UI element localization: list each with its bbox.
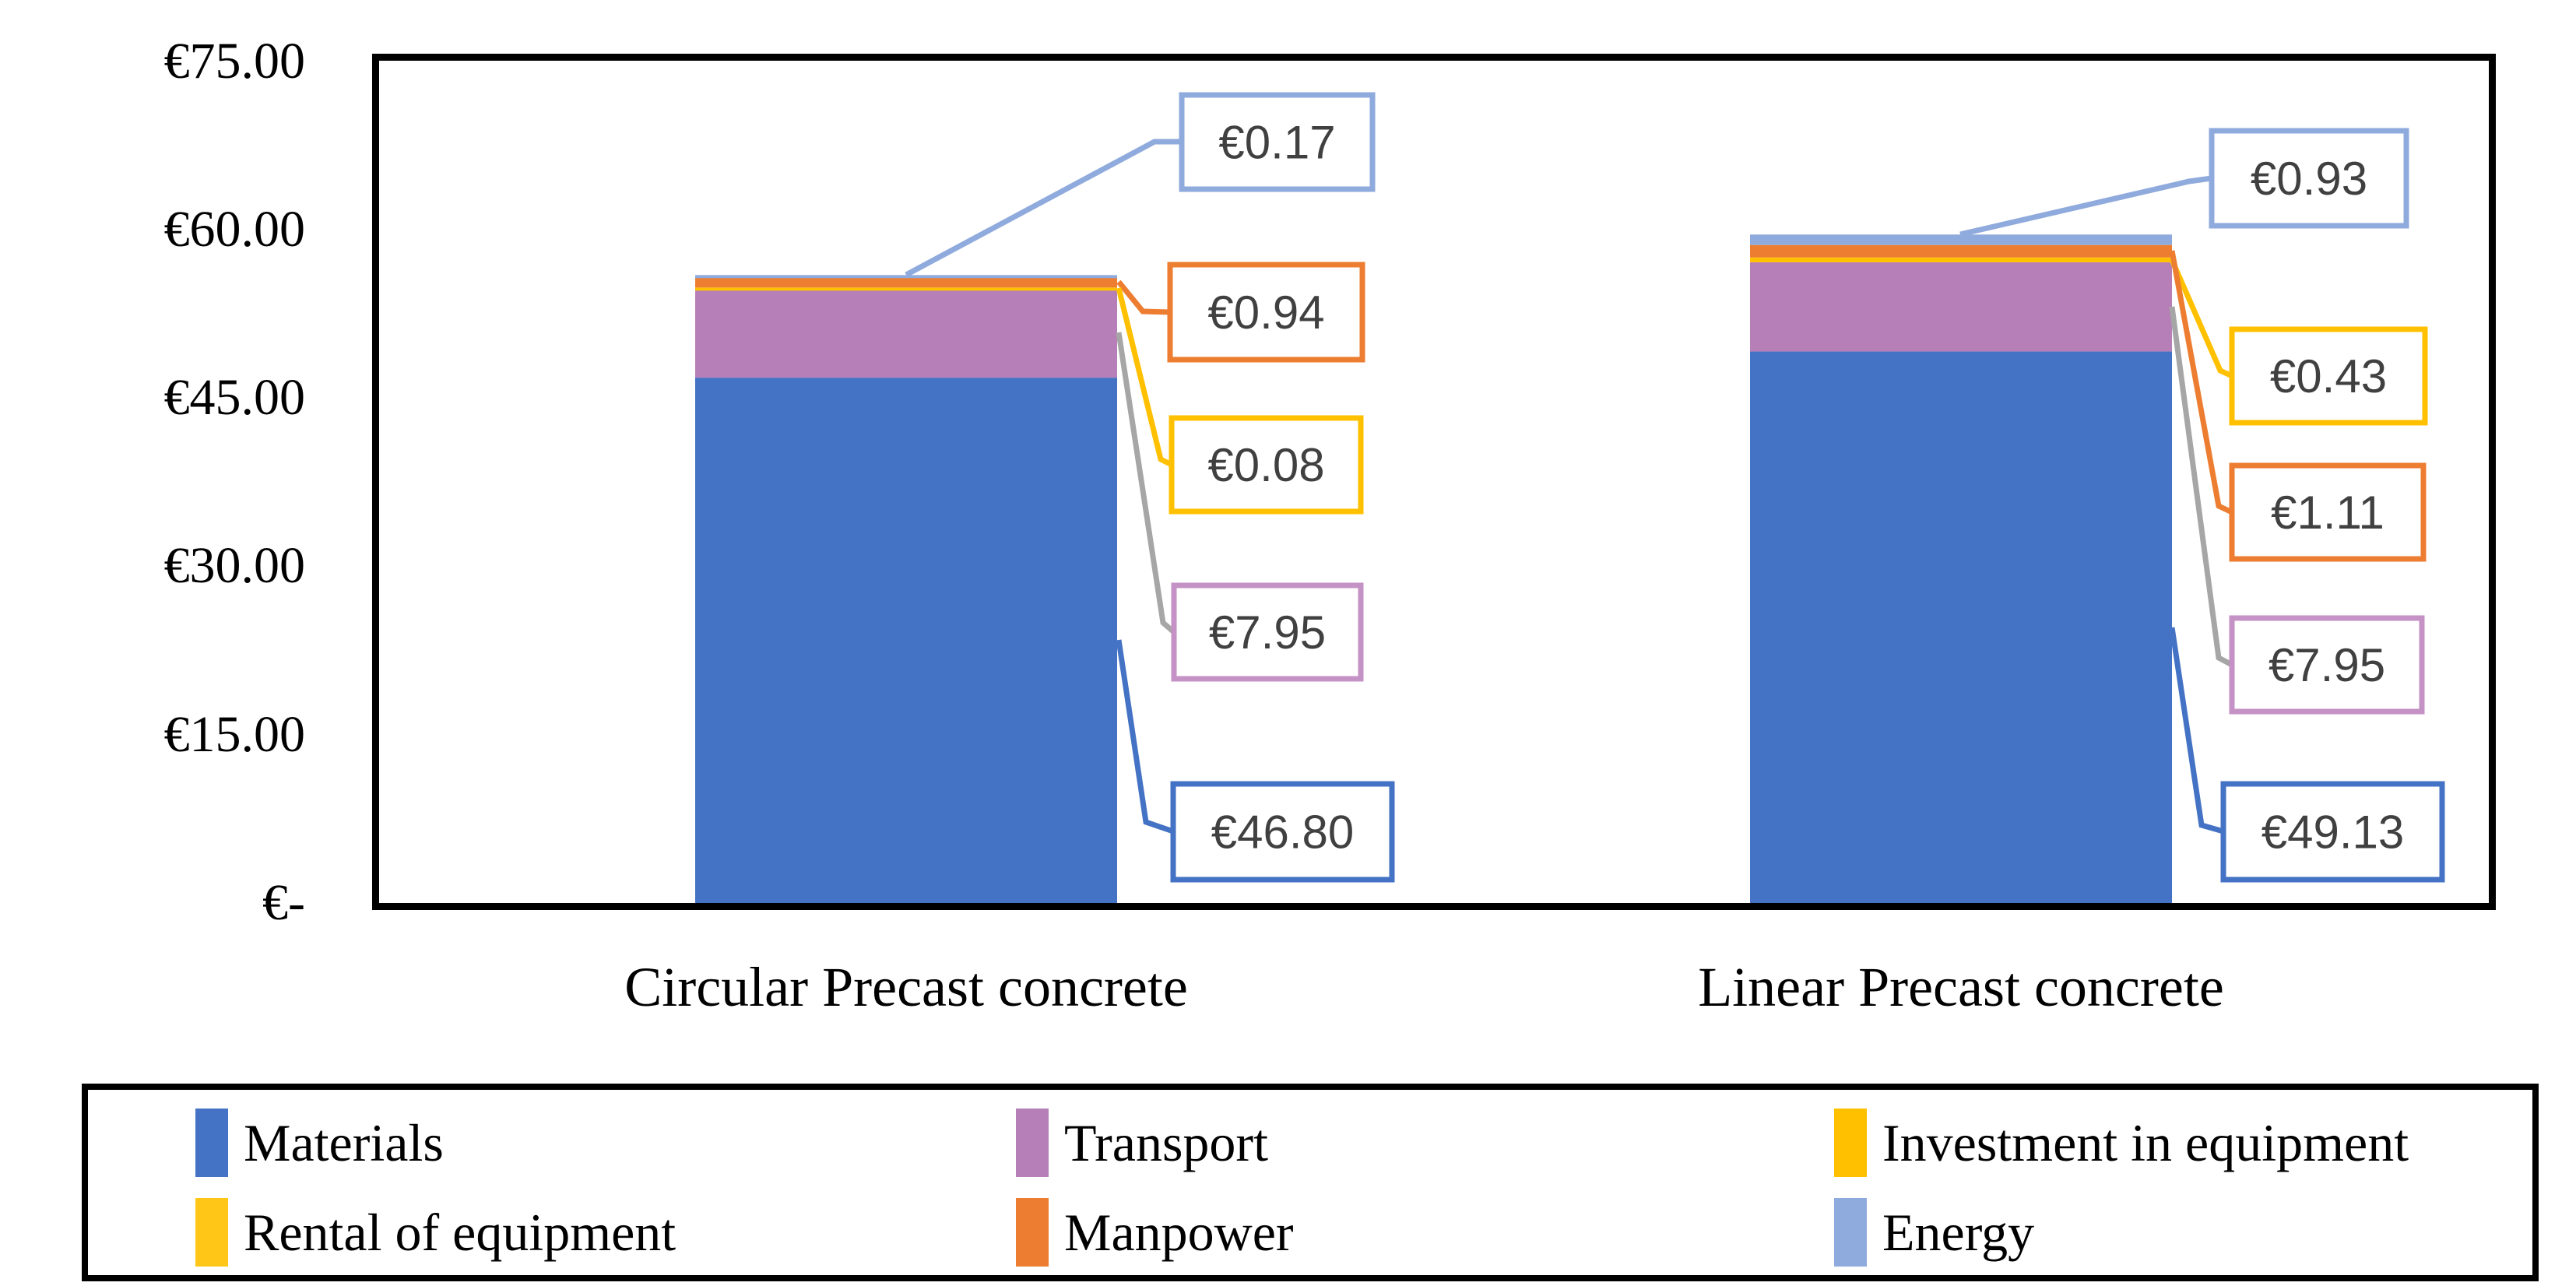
bar-segment-energy: [695, 275, 1117, 279]
leader-line-materials: [1116, 639, 1175, 834]
legend-swatch-transport: [1016, 1109, 1049, 1177]
data-label-box-manpower: [1167, 262, 1365, 363]
data-label-box-transport: [2229, 615, 2425, 715]
legend-label: Transport: [1064, 1113, 1268, 1172]
legend-label: Manpower: [1064, 1203, 1294, 1262]
leader-line-transport: [1116, 332, 1176, 634]
data-label-value: €0.43: [2270, 350, 2387, 402]
legend-label: Energy: [1882, 1203, 2035, 1262]
bar-segment-materials: [1750, 351, 2172, 903]
legend-label: Materials: [244, 1113, 444, 1172]
bar-segment-investment-in-equipment: [695, 287, 1117, 291]
legend-swatch-materials: [195, 1109, 228, 1177]
y-tick-label: €45.00: [163, 369, 306, 427]
y-tick-label: €60.00: [163, 200, 306, 258]
legend-swatch-energy: [1834, 1198, 1867, 1267]
bar-segment-materials: [695, 378, 1117, 903]
bar-segment-energy: [1750, 234, 2172, 245]
data-label-box-energy: [2209, 128, 2409, 229]
data-label-box-manpower: [2229, 462, 2427, 562]
leader-line-energy: [905, 139, 1182, 278]
leader-line-energy: [1959, 175, 2212, 237]
category-label: Circular Precast concrete: [624, 956, 1188, 1018]
data-label-box-investment-in-equipment: [2229, 326, 2428, 426]
leader-line-investment-in-equipment: [1116, 287, 1173, 468]
data-label-value: €0.08: [1207, 439, 1324, 491]
leader-line-manpower: [1116, 279, 1171, 315]
data-label-box-transport: [1171, 582, 1364, 682]
y-tick-label: €-: [262, 874, 305, 931]
leader-line-manpower: [2169, 250, 2233, 515]
leader-line-materials: [2169, 627, 2224, 834]
legend-swatch-rental-of-equipment: [195, 1198, 228, 1267]
data-label-value: €46.80: [1211, 806, 1355, 859]
leader-line-transport: [2169, 306, 2233, 668]
y-tick-label: €15.00: [163, 705, 306, 763]
bar-segment-manpower: [1750, 244, 2172, 258]
legend: Materials Transport Investment in equipmen…: [82, 1084, 2539, 1281]
data-label-box-materials: [1170, 781, 1395, 883]
bar-segment-manpower: [695, 276, 1117, 288]
data-label-box-energy: [1179, 92, 1376, 192]
bar-segment-investment-in-equipment: [1750, 257, 2172, 262]
data-label-value: €0.93: [2251, 153, 2367, 205]
data-label-value: €1.11: [2271, 487, 2384, 539]
data-label-value: €7.95: [2268, 639, 2385, 691]
y-tick-label: €30.00: [163, 537, 306, 595]
data-label-value: €7.95: [1209, 606, 1326, 659]
bar-segment-transport: [695, 288, 1117, 378]
y-tick-label: €75.00: [163, 32, 306, 90]
data-label-box-materials: [2220, 781, 2445, 883]
bar-segment-transport: [1750, 262, 2172, 352]
legend-label: Investment in equipment: [1882, 1113, 2409, 1172]
legend-label: Rental of equipment: [244, 1203, 677, 1262]
category-label: Linear Precast concrete: [1698, 956, 2224, 1018]
data-label-value: €49.13: [2261, 806, 2405, 859]
data-label-value: €0.94: [1207, 286, 1324, 339]
leader-line-investment-in-equipment: [2169, 258, 2233, 379]
legend-swatch-manpower: [1016, 1198, 1049, 1267]
legend-swatch-investment-in-equipment: [1834, 1109, 1867, 1177]
data-label-value: €0.17: [1218, 117, 1335, 169]
data-label-box-investment-in-equipment: [1169, 415, 1364, 515]
